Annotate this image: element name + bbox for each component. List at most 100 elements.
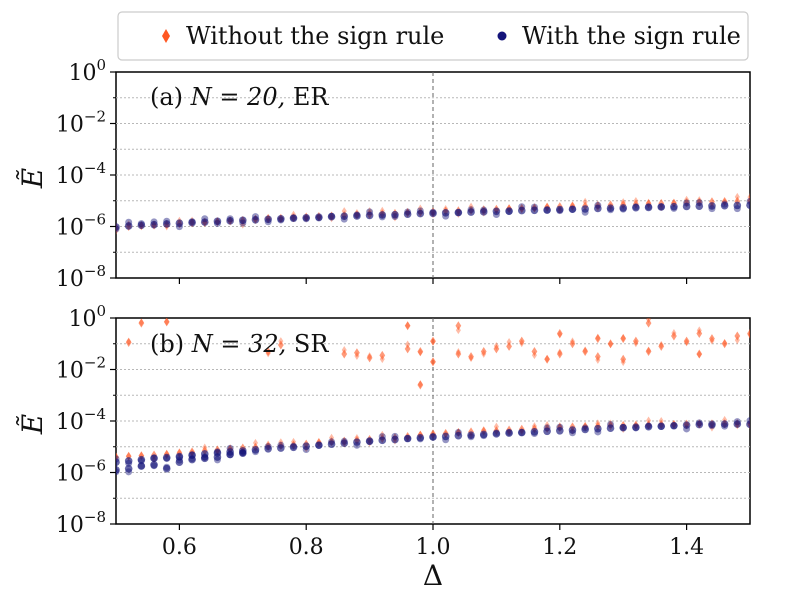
data-point-circle xyxy=(708,420,716,429)
data-point-circle xyxy=(721,422,729,430)
data-point-circle xyxy=(264,445,272,453)
legend: Without the sign rule With the sign rule xyxy=(117,11,749,61)
data-point-circle xyxy=(632,424,640,432)
data-point-circle xyxy=(442,436,450,444)
data-point-circle xyxy=(543,206,551,214)
data-point-circle xyxy=(277,214,285,223)
y-tick-label: 10−2 xyxy=(56,354,106,384)
data-point-circle xyxy=(429,433,437,441)
data-point-diamond xyxy=(277,340,284,350)
data-point-diamond xyxy=(696,326,702,335)
data-point-diamond xyxy=(404,321,411,331)
y-tick-exponent: −4 xyxy=(84,405,106,423)
data-point-diamond xyxy=(696,350,702,359)
data-point-diamond xyxy=(658,341,665,351)
data-point-diamond xyxy=(493,344,500,354)
data-point-circle xyxy=(175,219,184,227)
data-point-diamond xyxy=(455,326,461,335)
data-point-circle xyxy=(150,454,158,463)
legend-label-without: Without the sign rule xyxy=(186,22,444,50)
data-point-circle xyxy=(391,210,399,219)
data-point-diamond xyxy=(430,337,436,346)
data-point-circle xyxy=(543,427,551,436)
data-point-diamond xyxy=(569,337,575,346)
data-point-circle xyxy=(175,452,184,461)
data-point-circle xyxy=(479,430,488,439)
legend-box xyxy=(117,11,749,61)
data-point-diamond xyxy=(734,192,740,201)
data-point-diamond xyxy=(620,358,626,367)
data-point-circle xyxy=(720,201,729,210)
data-point-circle xyxy=(116,466,120,474)
data-point-circle xyxy=(619,423,627,431)
data-point-diamond xyxy=(468,352,474,362)
data-point-circle xyxy=(213,219,221,227)
data-point-circle xyxy=(492,207,501,216)
data-point-diamond xyxy=(620,198,626,207)
data-point-diamond xyxy=(341,345,347,354)
data-point-diamond xyxy=(594,334,601,344)
y-tick-exponent: −8 xyxy=(84,508,106,526)
data-point-circle xyxy=(568,205,577,214)
series-with-sign-rule xyxy=(116,417,750,476)
data-point-circle xyxy=(353,438,361,446)
data-point-circle xyxy=(289,214,298,223)
data-point-diamond xyxy=(646,416,652,425)
y-tick-label: 10−6 xyxy=(56,457,106,487)
data-point-diamond xyxy=(557,348,563,357)
x-tick-label: 0.8 xyxy=(289,535,324,560)
data-point-diamond xyxy=(569,339,576,349)
data-point-circle xyxy=(200,454,209,463)
data-point-circle xyxy=(277,444,285,452)
data-point-diamond xyxy=(493,422,499,431)
data-point-circle xyxy=(340,212,349,220)
data-point-circle xyxy=(116,225,120,233)
data-point-circle xyxy=(467,208,475,216)
data-point-circle xyxy=(404,208,412,216)
data-point-circle xyxy=(670,202,678,211)
data-point-circle xyxy=(581,205,589,213)
data-point-circle xyxy=(416,207,424,215)
y-tick-base: 10 xyxy=(56,113,84,138)
data-point-diamond xyxy=(417,380,424,390)
data-point-diamond xyxy=(734,331,741,341)
y-tick-label: 10−8 xyxy=(56,508,106,538)
data-point-circle xyxy=(239,219,247,227)
data-point-circle xyxy=(568,426,577,434)
panel-b-points xyxy=(116,318,750,476)
data-point-diamond xyxy=(354,352,360,360)
panel-a-points xyxy=(116,192,750,235)
data-point-diamond xyxy=(646,346,652,355)
data-point-circle xyxy=(290,442,298,450)
data-point-circle xyxy=(116,458,120,466)
data-point-diamond xyxy=(633,196,639,205)
data-point-circle xyxy=(201,453,209,461)
data-point-circle xyxy=(632,203,640,211)
data-point-diamond xyxy=(379,350,386,360)
data-point-diamond xyxy=(607,339,614,349)
y-tick-base: 10 xyxy=(56,462,84,487)
data-point-circle xyxy=(670,421,678,430)
data-point-circle xyxy=(239,449,247,457)
data-point-circle xyxy=(556,426,564,435)
data-point-circle xyxy=(264,215,272,224)
data-point-diamond xyxy=(747,328,750,338)
data-point-diamond xyxy=(354,348,360,358)
data-point-circle xyxy=(480,206,488,214)
data-point-circle xyxy=(125,468,133,476)
data-point-circle xyxy=(607,206,615,214)
data-point-circle xyxy=(594,424,602,433)
data-point-circle xyxy=(226,215,234,223)
data-point-circle xyxy=(746,417,750,425)
data-point-diamond xyxy=(366,353,373,363)
data-point-circle xyxy=(467,433,475,441)
y-tick-exponent: −2 xyxy=(84,354,106,372)
data-point-circle xyxy=(163,463,171,471)
data-point-diamond xyxy=(265,349,271,358)
data-point-diamond xyxy=(430,336,436,346)
data-point-circle xyxy=(517,206,526,215)
panel-a-label: (a) N = 20, ER xyxy=(150,83,329,111)
data-point-diamond xyxy=(265,346,272,356)
